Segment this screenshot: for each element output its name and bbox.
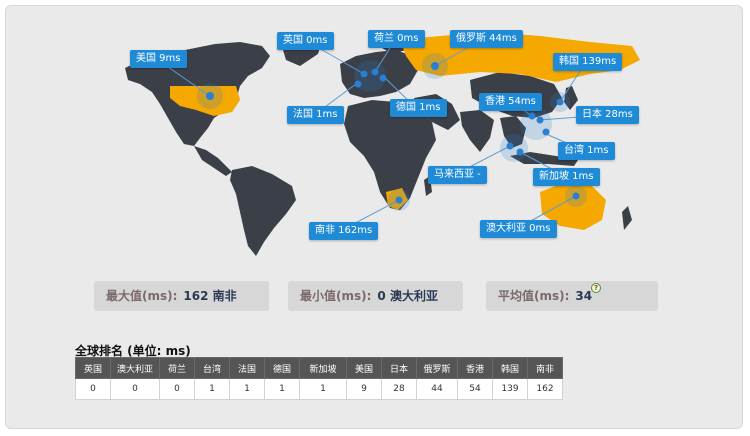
ranking-header-cell: 香港 bbox=[457, 357, 493, 379]
help-icon[interactable]: ? bbox=[591, 283, 601, 293]
max-value-box: 最大值(ms): 162 南非 bbox=[94, 281, 269, 311]
max-label: 最大值(ms): bbox=[106, 289, 178, 303]
map-label-south-africa[interactable]: 南非 162ms bbox=[309, 222, 379, 240]
ranking-header-cell: 澳大利亚 bbox=[110, 357, 160, 379]
southeast-asia bbox=[500, 116, 526, 148]
japan bbox=[564, 86, 578, 110]
ranking-header-row: 英国 澳大利亚 荷兰 台湾 法国 德国 新加坡 美国 日本 俄罗斯 香港 韩国 南非 bbox=[75, 357, 563, 379]
africa bbox=[344, 100, 436, 210]
ranking-header-cell: 法国 bbox=[229, 357, 265, 379]
ranking-value-cell: 1 bbox=[229, 378, 265, 400]
ranking-header-cell: 韩国 bbox=[492, 357, 528, 379]
ranking-value-cell: 1 bbox=[299, 378, 347, 400]
ranking-header-cell: 德国 bbox=[264, 357, 300, 379]
ranking-header-cell: 新加坡 bbox=[299, 357, 347, 379]
ranking-header-cell: 台湾 bbox=[194, 357, 230, 379]
ranking-value-cell: 9 bbox=[346, 378, 382, 400]
min-label: 最小值(ms): bbox=[300, 289, 372, 303]
max-value: 162 南非 bbox=[183, 289, 237, 303]
ranking-value-cell: 44 bbox=[416, 378, 458, 400]
ranking-header-cell: 荷兰 bbox=[159, 357, 195, 379]
avg-value: 34 bbox=[575, 289, 593, 303]
map-label-germany[interactable]: 德国 1ms bbox=[390, 99, 447, 117]
ranking-value-cell: 162 bbox=[527, 378, 563, 400]
map-label-korea[interactable]: 韩国 139ms bbox=[553, 53, 623, 71]
ranking-header-cell: 俄罗斯 bbox=[416, 357, 458, 379]
ranking-value-cell: 139 bbox=[492, 378, 528, 400]
min-value-box: 最小值(ms): 0 澳大利亚 bbox=[288, 281, 463, 311]
map-label-russia[interactable]: 俄罗斯 44ms bbox=[450, 30, 523, 48]
location-markers bbox=[197, 53, 587, 211]
map-label-australia[interactable]: 澳大利亚 0ms bbox=[480, 220, 557, 238]
map-label-japan[interactable]: 日本 28ms bbox=[576, 106, 639, 124]
south-america bbox=[230, 166, 296, 256]
ranking-value-cell: 0 bbox=[159, 378, 195, 400]
avg-label: 平均值(ms): bbox=[498, 289, 570, 303]
marker-europe[interactable] bbox=[354, 60, 386, 92]
map-label-netherlands[interactable]: 荷兰 0ms bbox=[368, 30, 425, 48]
min-value: 0 澳大利亚 bbox=[377, 289, 438, 303]
ranking-value-cell: 1 bbox=[194, 378, 230, 400]
uk bbox=[352, 62, 362, 76]
ranking-header-cell: 日本 bbox=[381, 357, 417, 379]
australia-region bbox=[540, 182, 606, 230]
ranking-header-cell: 南非 bbox=[527, 357, 563, 379]
ranking-value-cell: 0 bbox=[75, 378, 111, 400]
india bbox=[460, 110, 494, 152]
ranking-title: 全球排名 (单位: ms) bbox=[75, 344, 191, 358]
ranking-value-row: 0 0 0 1 1 1 1 9 28 44 54 139 162 bbox=[75, 378, 563, 400]
ranking-value-cell: 1 bbox=[264, 378, 300, 400]
map-label-singapore[interactable]: 新加坡 1ms bbox=[533, 168, 600, 186]
central-america bbox=[194, 146, 232, 176]
ranking-header-cell: 美国 bbox=[346, 357, 382, 379]
avg-value-box: 平均值(ms): 34 bbox=[486, 281, 658, 311]
marker-southeast-asia[interactable] bbox=[500, 134, 528, 162]
map-label-france[interactable]: 法国 1ms bbox=[287, 106, 344, 124]
ranking-value-cell: 28 bbox=[381, 378, 417, 400]
usa-region bbox=[170, 86, 240, 116]
map-label-malaysia[interactable]: 马来西亚 - bbox=[428, 166, 487, 184]
map-label-us[interactable]: 美国 9ms bbox=[130, 50, 187, 68]
ranking-value-cell: 54 bbox=[457, 378, 493, 400]
ranking-header-cell: 英国 bbox=[75, 357, 111, 379]
map-label-taiwan[interactable]: 台湾 1ms bbox=[558, 142, 615, 160]
ranking-value-cell: 0 bbox=[110, 378, 160, 400]
new-zealand bbox=[622, 206, 632, 230]
map-label-hongkong[interactable]: 香港 54ms bbox=[479, 93, 542, 111]
map-label-uk[interactable]: 英国 0ms bbox=[277, 32, 334, 50]
